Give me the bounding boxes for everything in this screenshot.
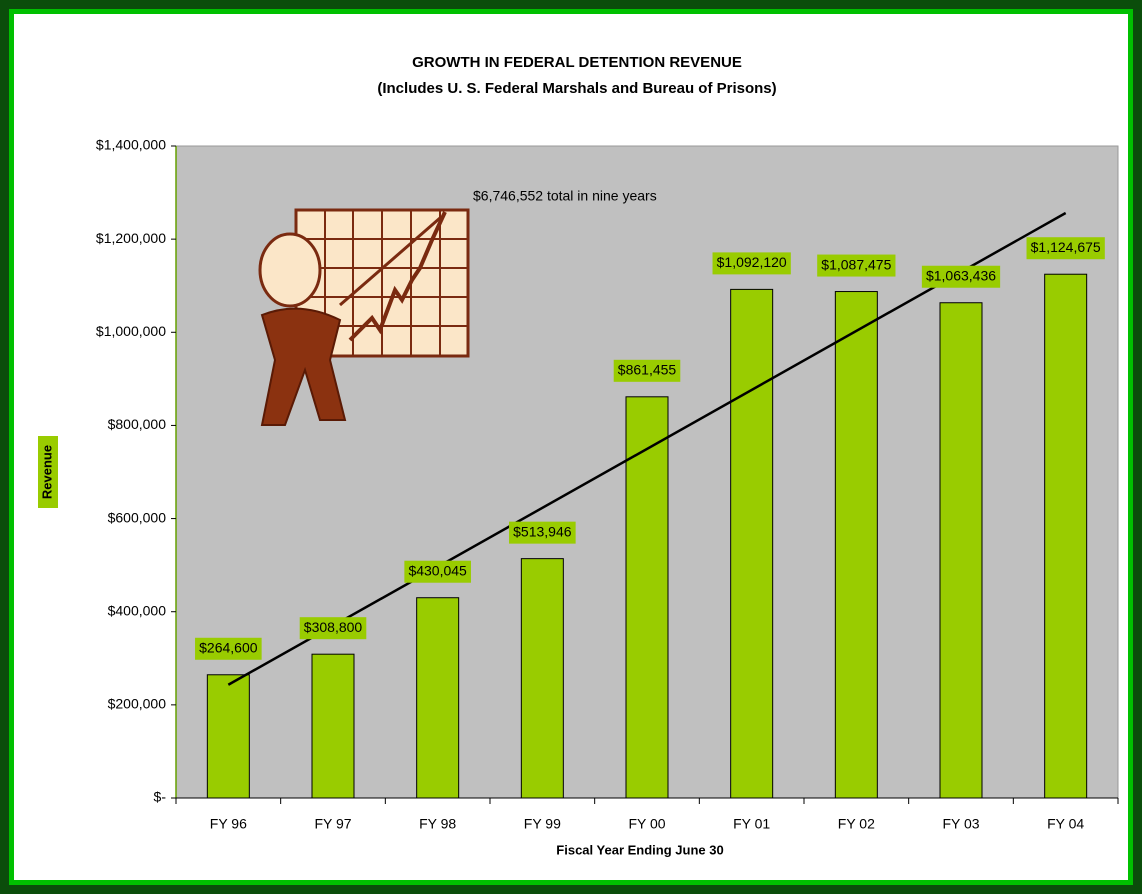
value-label: $430,045	[408, 562, 467, 578]
bar	[1045, 274, 1087, 798]
y-tick-label: $200,000	[108, 696, 167, 712]
x-tick-label: FY 01	[733, 816, 770, 832]
value-label: $308,800	[304, 619, 363, 635]
y-tick-label: $400,000	[108, 602, 167, 618]
y-axis-title: Revenue	[39, 445, 54, 499]
chart-subtitle: (Includes U. S. Federal Marshals and Bur…	[377, 80, 776, 97]
y-tick-label: $-	[154, 789, 167, 805]
x-tick-label: FY 02	[838, 816, 875, 832]
x-tick-label: FY 04	[1047, 816, 1084, 832]
x-tick-label: FY 97	[314, 816, 351, 832]
x-tick-label: FY 03	[942, 816, 979, 832]
y-tick-label: $600,000	[108, 509, 167, 525]
x-tick-label: FY 98	[419, 816, 456, 832]
annotation: $6,746,552 total in nine years	[473, 188, 657, 204]
value-label: $264,600	[199, 639, 258, 655]
bar	[731, 289, 773, 798]
chart: GROWTH IN FEDERAL DETENTION REVENUE (Inc…	[0, 0, 1142, 894]
value-label: $1,124,675	[1031, 239, 1101, 255]
value-label: $1,063,436	[926, 267, 996, 283]
y-tick-label: $1,400,000	[96, 137, 166, 153]
bar	[312, 654, 354, 798]
bar	[417, 598, 459, 798]
bar	[940, 303, 982, 798]
bar	[207, 675, 249, 798]
y-tick-label: $1,000,000	[96, 323, 166, 339]
chart-title: GROWTH IN FEDERAL DETENTION REVENUE	[412, 54, 742, 71]
value-label: $513,946	[513, 523, 572, 539]
value-label: $1,087,475	[821, 256, 891, 272]
x-tick-label: FY 00	[628, 816, 665, 832]
y-tick-label: $1,200,000	[96, 230, 166, 246]
bar	[835, 292, 877, 798]
value-label: $861,455	[618, 362, 677, 378]
bar	[521, 559, 563, 798]
y-tick-label: $800,000	[108, 416, 167, 432]
x-tick-label: FY 96	[210, 816, 247, 832]
value-label: $1,092,120	[717, 254, 787, 270]
x-tick-label: FY 99	[524, 816, 561, 832]
x-axis-title: Fiscal Year Ending June 30	[556, 842, 723, 857]
